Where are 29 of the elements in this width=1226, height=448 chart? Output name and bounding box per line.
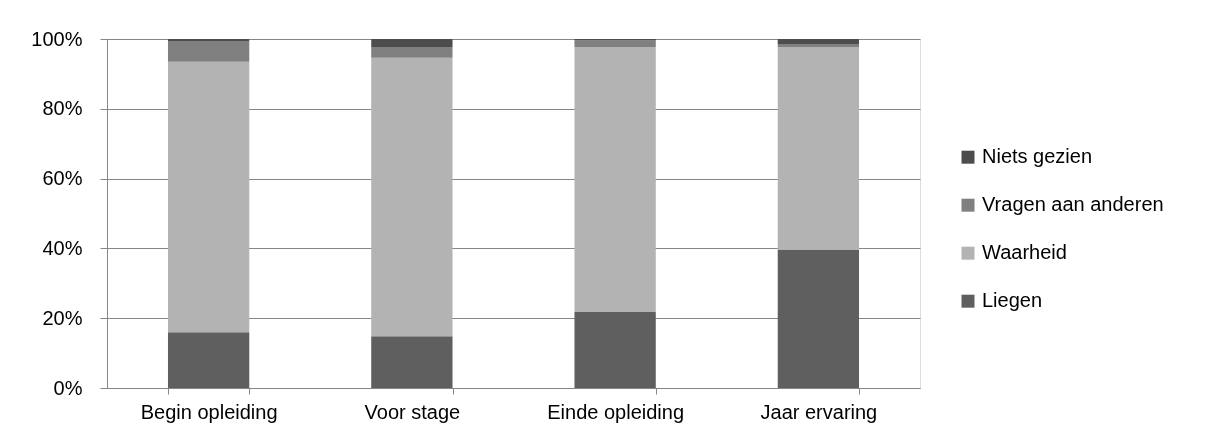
bar bbox=[777, 43, 860, 48]
bar bbox=[167, 39, 250, 42]
bar bbox=[777, 249, 860, 388]
bar bbox=[371, 39, 453, 48]
bar bbox=[574, 47, 656, 312]
bar bbox=[371, 57, 453, 337]
bar bbox=[371, 47, 453, 58]
x-tick-label: Jaar ervaring bbox=[760, 400, 878, 423]
bar bbox=[167, 41, 250, 62]
bar bbox=[574, 40, 656, 48]
legend-label: Liegen bbox=[982, 289, 1043, 312]
x-tick-label: Begin opleiding bbox=[140, 400, 278, 423]
bar bbox=[777, 39, 860, 44]
bar bbox=[574, 311, 656, 388]
y-tick-label: 60% bbox=[42, 167, 83, 190]
y-tick-label: 100% bbox=[31, 27, 83, 50]
legend-label: Waarheid bbox=[982, 241, 1067, 264]
legend-label: Vragen aan anderen bbox=[982, 193, 1164, 216]
bar bbox=[777, 47, 860, 250]
y-tick-label: 0% bbox=[53, 376, 83, 399]
bar bbox=[371, 336, 453, 388]
y-tick-label: 80% bbox=[42, 97, 83, 120]
x-tick-label: Einde opleiding bbox=[547, 400, 685, 423]
legend-label: Niets gezien bbox=[982, 145, 1093, 168]
bar bbox=[167, 332, 250, 388]
x-tick-label: Voor stage bbox=[364, 400, 461, 423]
y-tick-label: 40% bbox=[42, 236, 83, 259]
bar bbox=[167, 61, 250, 333]
y-tick-label: 20% bbox=[42, 306, 83, 329]
